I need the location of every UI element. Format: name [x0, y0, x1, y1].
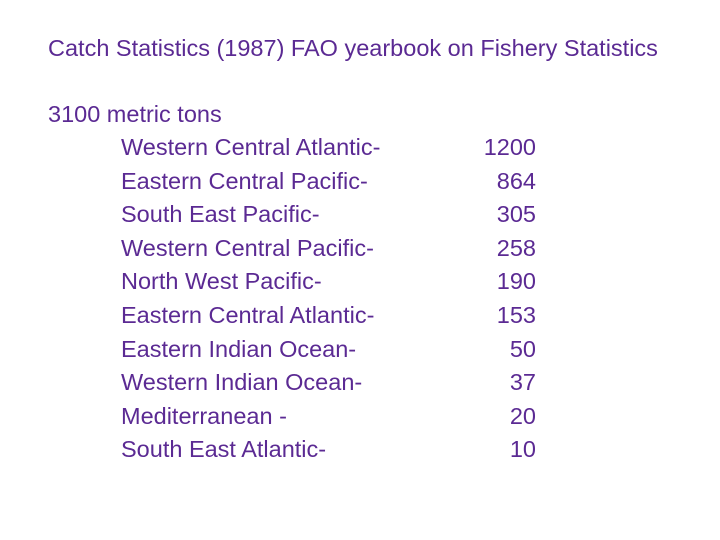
catch-value: 37 — [509, 369, 536, 396]
region-name: Mediterranean - — [121, 402, 287, 429]
table-row: Mediterranean - 20 — [121, 400, 536, 433]
region-name: Western Central Pacific- — [121, 234, 374, 261]
table-row: North West Pacific- 190 — [121, 265, 536, 298]
table-row: Eastern Central Pacific- 864 — [121, 165, 536, 198]
table-row: Western Indian Ocean- 37 — [121, 366, 536, 399]
catch-value: 1200 — [483, 134, 536, 160]
catch-value: 10 — [509, 436, 536, 463]
catch-value: 258 — [496, 234, 536, 261]
region-name: Eastern Central Pacific- — [121, 167, 368, 194]
table-row: Eastern Central Atlantic- 153 — [121, 299, 536, 332]
subtitle: 3100 metric tons — [48, 101, 222, 127]
region-name: Western Central Atlantic- — [121, 134, 381, 160]
catch-value: 50 — [509, 335, 536, 362]
catch-value: 20 — [509, 402, 536, 429]
table-row: South East Atlantic- 10 — [121, 433, 536, 466]
region-name: South East Atlantic- — [121, 436, 327, 463]
region-name: North West Pacific- — [121, 268, 322, 295]
catch-value: 153 — [496, 302, 536, 328]
catch-value: 864 — [496, 167, 536, 194]
region-name: Eastern Central Atlantic- — [121, 302, 375, 328]
title: Catch Statistics (1987) FAO yearbook on … — [48, 35, 658, 61]
catch-value: 190 — [496, 268, 536, 295]
region-name: South East Pacific- — [121, 201, 320, 228]
region-name: Western Indian Ocean- — [121, 369, 363, 396]
table-row: Western Central Pacific- 258 — [121, 232, 536, 265]
region-name: Eastern Indian Ocean- — [121, 335, 357, 362]
table-row: South East Pacific- 305 — [121, 198, 536, 231]
table-row: Western Central Atlantic- 1200 — [121, 131, 536, 164]
table-row: Eastern Indian Ocean- 50 — [121, 333, 536, 366]
catch-value: 305 — [496, 201, 536, 228]
